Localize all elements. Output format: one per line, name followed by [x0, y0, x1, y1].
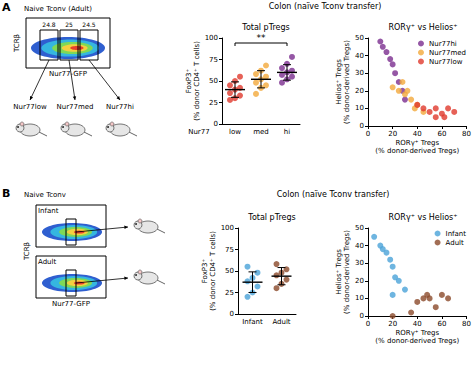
svg-text:Total pTregs: Total pTregs: [247, 213, 295, 222]
svg-text:Naive Tconv: Naive Tconv: [24, 191, 66, 199]
svg-text:30: 30: [355, 259, 364, 267]
svg-text:(% donor-derived Tregs): (% donor-derived Tregs): [343, 40, 351, 124]
svg-text:50: 50: [209, 77, 218, 85]
svg-text:Nur77hi: Nur77hi: [429, 40, 457, 48]
svg-text:100: 100: [221, 224, 234, 232]
svg-text:40: 40: [413, 130, 422, 138]
svg-text:TCRβ: TCRβ: [23, 242, 31, 261]
svg-text:hi: hi: [284, 128, 290, 136]
svg-text:Nur77med: Nur77med: [429, 49, 466, 57]
svg-text:Colon (naïve Tconv transfer): Colon (naïve Tconv transfer): [269, 2, 382, 11]
svg-text:Infant: Infant: [446, 230, 467, 238]
svg-text:25: 25: [65, 21, 73, 28]
svg-text:10: 10: [355, 104, 364, 112]
svg-text:100: 100: [205, 34, 218, 42]
svg-text:50: 50: [355, 34, 364, 42]
svg-text:Nur77-GFP: Nur77-GFP: [52, 300, 90, 308]
svg-text:A: A: [2, 1, 11, 14]
svg-text:Nur77med: Nur77med: [56, 103, 93, 111]
svg-text:Helios⁺ Tregs: Helios⁺ Tregs: [335, 59, 343, 105]
svg-text:0: 0: [230, 310, 234, 318]
svg-text:24.5: 24.5: [82, 21, 96, 28]
svg-text:25: 25: [209, 99, 218, 107]
svg-text:RORγ⁺ Tregs: RORγ⁺ Tregs: [395, 329, 439, 337]
svg-text:RORγ⁺ Tregs: RORγ⁺ Tregs: [395, 139, 439, 147]
svg-text:Nur77low: Nur77low: [429, 58, 463, 66]
svg-text:Nur77: Nur77: [188, 128, 209, 136]
svg-text:20: 20: [355, 87, 364, 95]
svg-text:60: 60: [437, 130, 446, 138]
svg-text:Infant: Infant: [242, 318, 263, 326]
svg-text:(% donor CD4⁺ T cells): (% donor CD4⁺ T cells): [193, 41, 201, 121]
svg-text:30: 30: [355, 69, 364, 77]
svg-text:FoxP3⁺: FoxP3⁺: [201, 259, 209, 284]
svg-text:Infant: Infant: [38, 207, 59, 215]
svg-text:Adult: Adult: [272, 318, 290, 326]
svg-text:FoxP3⁺: FoxP3⁺: [185, 69, 193, 94]
svg-text:(% donor-derived Tregs): (% donor-derived Tregs): [343, 230, 351, 314]
svg-text:Adult: Adult: [446, 239, 464, 247]
svg-text:Nur77hi: Nur77hi: [106, 103, 134, 111]
svg-text:Helios⁺ Tregs: Helios⁺ Tregs: [335, 249, 343, 295]
svg-text:RORγ⁺ vs Helios⁺: RORγ⁺ vs Helios⁺: [388, 213, 457, 222]
svg-text:Naive Tconv (Adult): Naive Tconv (Adult): [24, 5, 92, 13]
svg-text:50: 50: [355, 224, 364, 232]
svg-text:24.8: 24.8: [42, 21, 56, 28]
svg-text:40: 40: [355, 242, 364, 250]
svg-text:TCRβ: TCRβ: [13, 34, 21, 53]
svg-text:0: 0: [214, 120, 218, 128]
svg-text:Nur77low: Nur77low: [13, 103, 47, 111]
svg-text:50: 50: [225, 267, 234, 275]
svg-text:20: 20: [388, 130, 397, 138]
svg-text:10: 10: [355, 294, 364, 302]
svg-text:RORγ⁺ vs Helios⁺: RORγ⁺ vs Helios⁺: [388, 23, 457, 32]
svg-text:80: 80: [462, 130, 471, 138]
svg-text:B: B: [2, 187, 10, 200]
svg-text:80: 80: [462, 320, 471, 328]
svg-text:60: 60: [437, 320, 446, 328]
svg-text:Total pTregs: Total pTregs: [241, 23, 289, 32]
svg-text:0: 0: [360, 312, 364, 320]
svg-text:40: 40: [355, 52, 364, 60]
svg-text:Colon (naïve Tconv transfer): Colon (naïve Tconv transfer): [277, 190, 390, 199]
svg-text:Nur77-GFP: Nur77-GFP: [49, 70, 87, 78]
svg-text:low: low: [229, 128, 241, 136]
svg-text:0: 0: [366, 130, 370, 138]
svg-text:(% donor-derived Tregs): (% donor-derived Tregs): [375, 147, 459, 155]
svg-text:20: 20: [388, 320, 397, 328]
svg-text:75: 75: [209, 56, 218, 64]
svg-text:(% donor-derived Tregs): (% donor-derived Tregs): [375, 337, 459, 345]
svg-text:**: **: [257, 33, 267, 43]
svg-text:40: 40: [413, 320, 422, 328]
svg-text:75: 75: [225, 246, 234, 254]
svg-text:Adult: Adult: [38, 258, 56, 266]
svg-text:0: 0: [360, 122, 364, 130]
svg-text:20: 20: [355, 277, 364, 285]
svg-text:med: med: [253, 128, 269, 136]
svg-text:25: 25: [225, 289, 234, 297]
svg-text:(% donor CD4⁺ T cells): (% donor CD4⁺ T cells): [209, 231, 217, 311]
svg-text:0: 0: [366, 320, 370, 328]
